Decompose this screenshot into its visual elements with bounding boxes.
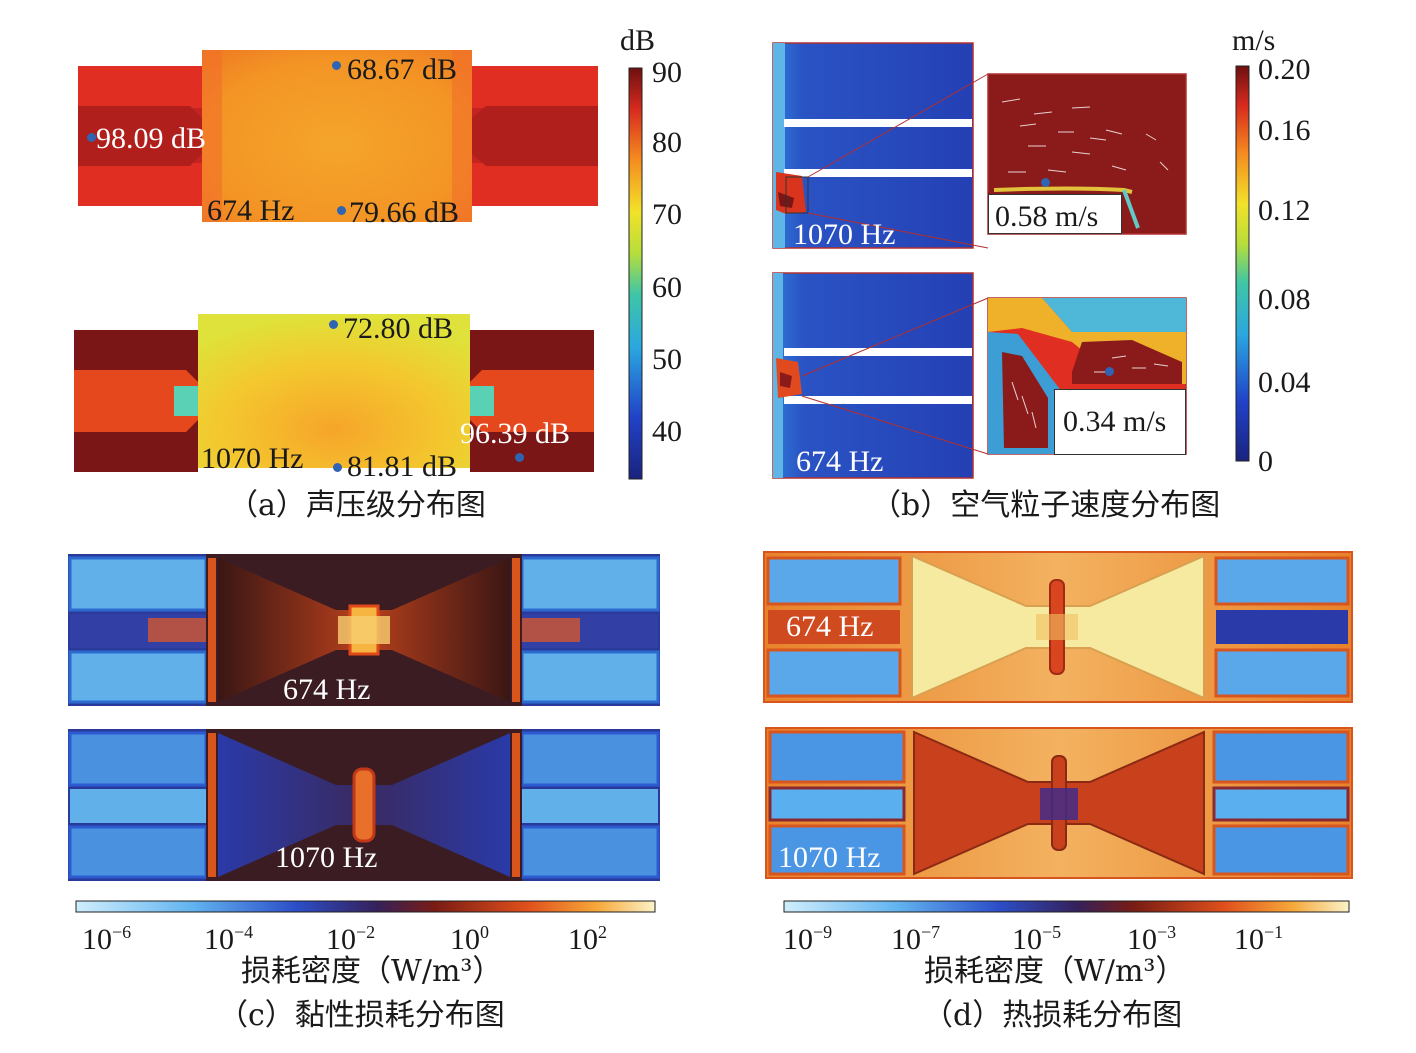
probe-label: 96.39 dB xyxy=(460,417,571,450)
colorbar-tick: 0.08 xyxy=(1258,283,1311,316)
freq-label: 1070 Hz xyxy=(793,218,896,251)
probe-label: 72.80 dB xyxy=(343,312,454,345)
panel-d-top-plot xyxy=(763,551,1353,703)
colorbar-label: 损耗密度（W/m³） xyxy=(241,954,503,989)
colorbar-a xyxy=(628,67,643,480)
colorbar-tick: 0 xyxy=(1258,445,1273,478)
probe-label: 0.58 m/s xyxy=(995,200,1099,233)
colorbar-d xyxy=(783,900,1350,913)
colorbar-tick: 102 xyxy=(568,922,607,956)
colorbar-tick: 40 xyxy=(652,415,682,448)
colorbar-tick: 0.12 xyxy=(1258,194,1311,227)
probe-dot xyxy=(1105,367,1114,376)
colorbar-tick: 10−3 xyxy=(1127,922,1177,956)
caption: （c）黏性损耗分布图 xyxy=(218,998,505,1033)
probe-dot xyxy=(1041,178,1050,187)
probe-dot xyxy=(515,453,524,462)
panel-b-bottom-plot xyxy=(772,272,1187,479)
probe-label: 68.67 dB xyxy=(347,53,458,86)
colorbar-tick: 60 xyxy=(652,271,682,304)
probe-dot xyxy=(332,61,341,70)
panel-d-bottom-plot xyxy=(765,727,1353,879)
freq-label: 1070 Hz xyxy=(778,841,881,874)
caption: （b）空气粒子速度分布图 xyxy=(871,488,1221,523)
panel-a-top-plot xyxy=(78,50,598,222)
freq-label: 1070 Hz xyxy=(275,841,378,874)
colorbar-c xyxy=(75,900,656,913)
freq-label: 1070 Hz xyxy=(201,442,304,475)
probe-dot xyxy=(337,206,346,215)
colorbar-tick: 10−5 xyxy=(1012,922,1062,956)
probe-dot xyxy=(329,320,338,329)
panel-b-top-plot xyxy=(772,42,1187,249)
freq-label: 674 Hz xyxy=(786,610,874,643)
freq-label: 674 Hz xyxy=(283,673,371,706)
freq-label: 674 Hz xyxy=(207,194,295,227)
colorbar-unit: m/s xyxy=(1232,24,1276,57)
colorbar-tick: 10−9 xyxy=(783,922,833,956)
probe-label: 81.81 dB xyxy=(347,450,458,483)
colorbar-tick: 100 xyxy=(450,922,489,956)
colorbar-tick: 90 xyxy=(652,56,682,89)
colorbar-label: 损耗密度（W/m³） xyxy=(924,954,1186,989)
colorbar-tick: 10−2 xyxy=(326,922,376,956)
colorbar-tick: 10−1 xyxy=(1234,922,1284,956)
probe-label: 98.09 dB xyxy=(96,122,207,155)
probe-dot xyxy=(333,463,342,472)
colorbar-tick: 0.20 xyxy=(1258,53,1311,86)
colorbar-tick: 0.16 xyxy=(1258,114,1311,147)
colorbar-tick: 10−7 xyxy=(891,922,941,956)
colorbar-tick: 10−4 xyxy=(204,922,254,956)
colorbar-tick: 10−6 xyxy=(82,922,132,956)
colorbar-tick: 0.04 xyxy=(1258,366,1311,399)
probe-label: 79.66 dB xyxy=(349,196,460,229)
panel-a-bottom-plot xyxy=(74,314,594,472)
colorbar-tick: 50 xyxy=(652,343,682,376)
colorbar-b xyxy=(1235,65,1250,462)
probe-box xyxy=(1054,389,1186,455)
colorbar-tick: 70 xyxy=(652,198,682,231)
probe-dot xyxy=(87,133,96,142)
probe-label: 0.34 m/s xyxy=(1063,405,1167,438)
colorbar-tick: 80 xyxy=(652,126,682,159)
panel-c-top-plot xyxy=(68,554,660,706)
caption: （a）声压级分布图 xyxy=(228,488,486,523)
freq-label: 674 Hz xyxy=(796,445,884,478)
colorbar-unit: dB xyxy=(620,24,656,57)
probe-box xyxy=(988,194,1122,234)
panel-c-bottom-plot xyxy=(68,729,660,881)
caption: （d）热损耗分布图 xyxy=(923,998,1183,1033)
